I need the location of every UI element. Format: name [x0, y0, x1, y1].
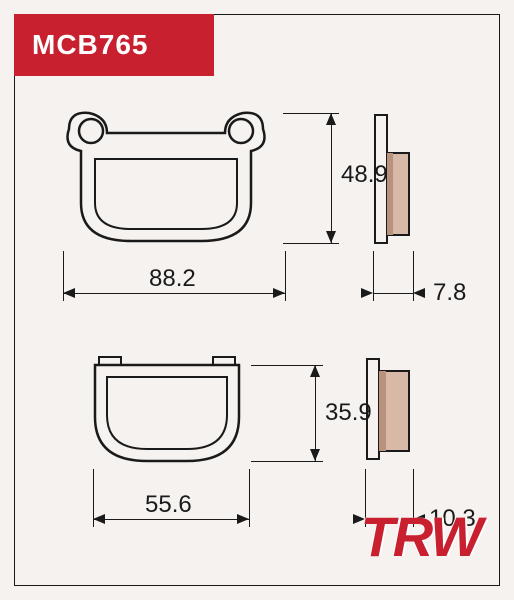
dim-arrow	[273, 288, 285, 298]
dim-thick-pad1: 7.8	[433, 279, 466, 307]
dim-height-pad2: 35.9	[325, 399, 372, 427]
dim-line	[63, 293, 285, 294]
dim-line	[331, 113, 332, 243]
dim-arrow	[237, 514, 249, 524]
dim-ext	[373, 251, 374, 301]
dim-line	[365, 519, 413, 520]
dim-arrow	[326, 231, 336, 243]
dim-arrow	[361, 288, 373, 298]
dim-arrow	[63, 288, 75, 298]
dim-arrow	[93, 514, 105, 524]
dim-width-pad1: 88.2	[149, 265, 196, 293]
dim-arrow	[310, 365, 320, 377]
dim-ext	[365, 469, 366, 527]
dim-arrow	[326, 113, 336, 125]
title-bar: MCB765	[14, 14, 214, 76]
pad2-side	[365, 357, 413, 467]
dim-width-pad2: 55.6	[145, 491, 192, 519]
dim-line	[373, 293, 413, 294]
dim-line	[93, 519, 249, 520]
product-code: MCB765	[32, 29, 148, 61]
dim-arrow	[413, 514, 425, 524]
dim-height-pad1: 48.9	[341, 161, 388, 189]
dim-ext	[285, 251, 286, 301]
dim-ext	[249, 469, 250, 527]
dim-ext	[251, 461, 323, 462]
dim-arrow	[413, 288, 425, 298]
pad2-front	[87, 357, 247, 477]
diagram-frame: MCB765 48.9 88.2	[14, 14, 500, 586]
dim-thick-pad2: 10.3	[429, 505, 476, 533]
dim-arrow	[353, 514, 365, 524]
dim-line	[315, 365, 316, 461]
dim-arrow	[310, 449, 320, 461]
pad1-front	[51, 111, 281, 251]
dim-ext	[283, 243, 339, 244]
